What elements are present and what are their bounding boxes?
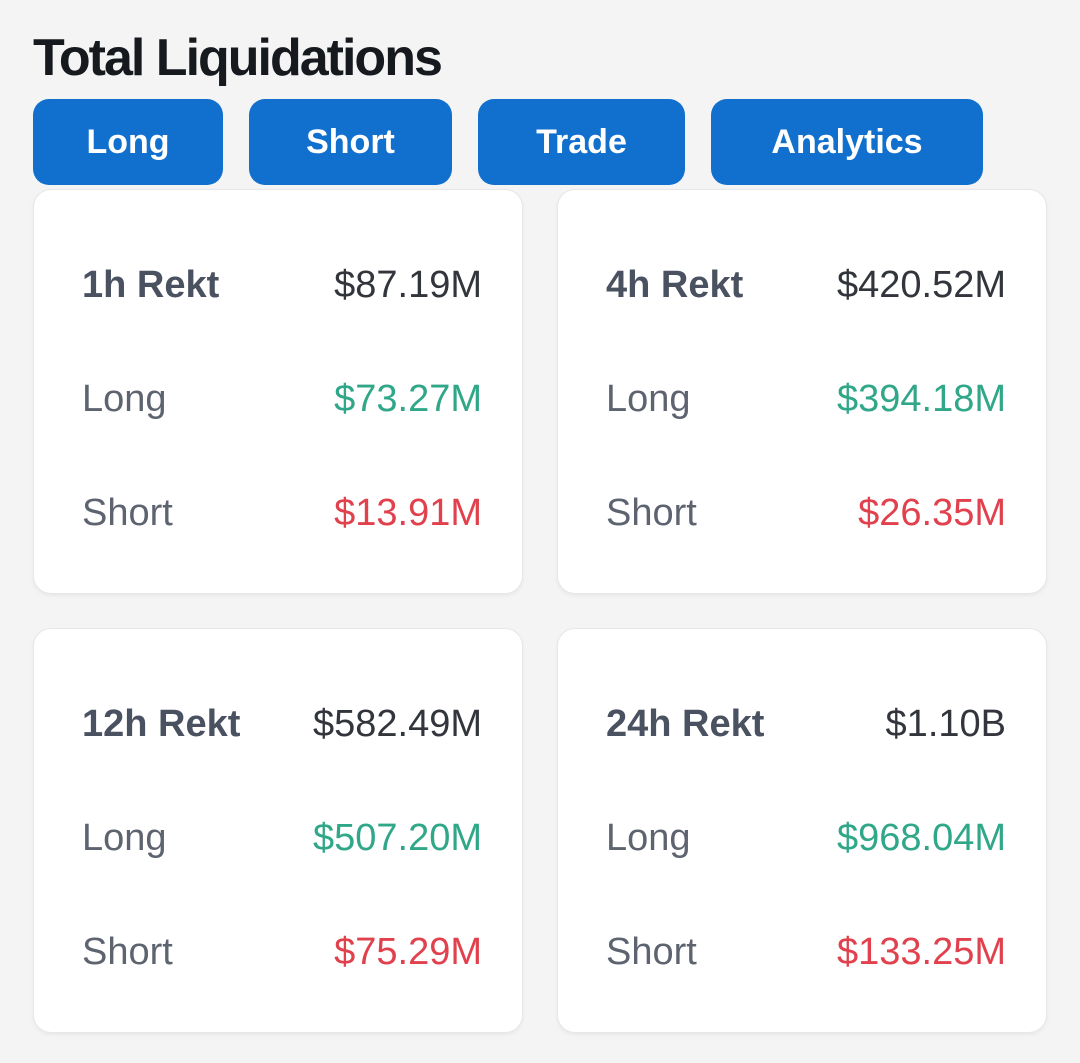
rekt-row: 1h Rekt $87.19M xyxy=(82,264,482,307)
short-value: $26.35M xyxy=(858,492,1006,535)
long-row: Long $968.04M xyxy=(606,817,1006,860)
long-row: Long $394.18M xyxy=(606,378,1006,421)
period-label: 12h Rekt xyxy=(82,703,241,746)
rekt-row: 24h Rekt $1.10B xyxy=(606,703,1006,746)
short-label: Short xyxy=(82,931,173,974)
liquidation-card-1h: 1h Rekt $87.19M Long $73.27M Short $13.9… xyxy=(33,189,523,595)
period-label: 24h Rekt xyxy=(606,703,765,746)
short-label: Short xyxy=(606,492,697,535)
short-value: $75.29M xyxy=(334,931,482,974)
long-label: Long xyxy=(82,817,167,860)
long-label: Long xyxy=(606,817,691,860)
period-label: 1h Rekt xyxy=(82,264,220,307)
liquidation-card-24h: 24h Rekt $1.10B Long $968.04M Short $133… xyxy=(557,628,1047,1034)
period-label: 4h Rekt xyxy=(606,264,744,307)
page-title: Total Liquidations xyxy=(33,29,443,87)
short-row: Short $26.35M xyxy=(606,492,1006,535)
rekt-total-value: $1.10B xyxy=(885,703,1006,746)
short-row: Short $13.91M xyxy=(82,492,482,535)
long-row: Long $73.27M xyxy=(82,378,482,421)
rekt-total-value: $420.52M xyxy=(836,264,1006,307)
long-row: Long $507.20M xyxy=(82,817,482,860)
rekt-total-value: $582.49M xyxy=(312,703,482,746)
liquidation-card-4h: 4h Rekt $420.52M Long $394.18M Short $26… xyxy=(557,189,1047,595)
cards-grid: 1h Rekt $87.19M Long $73.27M Short $13.9… xyxy=(33,189,1047,1034)
tab-long[interactable]: Long xyxy=(33,99,223,186)
short-value: $133.25M xyxy=(836,931,1006,974)
tab-trade[interactable]: Trade xyxy=(478,99,685,186)
long-label: Long xyxy=(606,378,691,421)
long-value: $968.04M xyxy=(836,817,1006,860)
short-row: Short $75.29M xyxy=(82,931,482,974)
long-value: $73.27M xyxy=(334,378,482,421)
short-label: Short xyxy=(82,492,173,535)
short-label: Short xyxy=(606,931,697,974)
rekt-row: 12h Rekt $582.49M xyxy=(82,703,482,746)
rekt-row: 4h Rekt $420.52M xyxy=(606,264,1006,307)
tab-short[interactable]: Short xyxy=(249,99,452,186)
rekt-total-value: $87.19M xyxy=(334,264,482,307)
liquidation-card-12h: 12h Rekt $582.49M Long $507.20M Short $7… xyxy=(33,628,523,1034)
long-label: Long xyxy=(82,378,167,421)
long-value: $394.18M xyxy=(836,378,1006,421)
tab-bar: Long Short Trade Analytics xyxy=(33,99,1047,186)
short-row: Short $133.25M xyxy=(606,931,1006,974)
tab-analytics[interactable]: Analytics xyxy=(711,99,983,186)
long-value: $507.20M xyxy=(312,817,482,860)
short-value: $13.91M xyxy=(334,492,482,535)
